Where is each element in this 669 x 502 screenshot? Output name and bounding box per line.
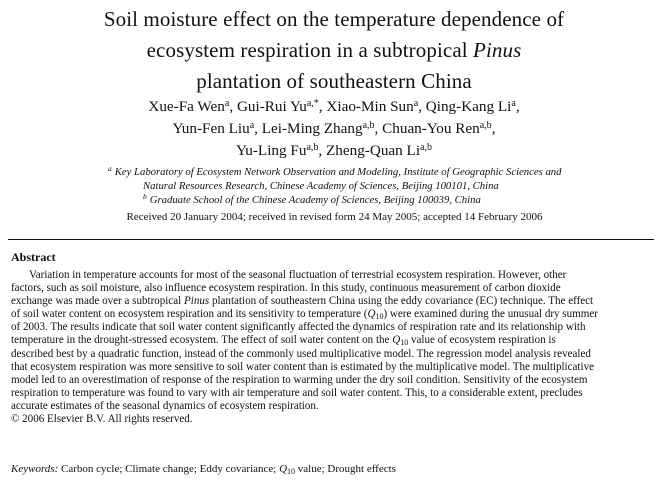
abstract-body: Variation in temperature accounts for mo… (11, 269, 654, 426)
author-list: Xue-Fa Wena, Gui-Rui Yua,*, Xiao-Min Sun… (56, 96, 612, 162)
author-line-2: Yun-Fen Liua, Lei-Ming Zhanga,b, Chuan-Y… (172, 120, 496, 137)
author-line-1: Xue-Fa Wena, Gui-Rui Yua,*, Xiao-Min Sun… (148, 98, 520, 115)
affiliation-a-text: Key Laboratory of Ecosystem Network Obse… (114, 166, 562, 178)
abstract-heading: Abstract (11, 250, 56, 264)
author-affil-marker: a,b (306, 142, 319, 153)
copyright-notice: © 2006 Elsevier B.V. All rights reserved… (11, 413, 193, 426)
affiliation-a-label: a (108, 164, 112, 173)
affiliation-b-text: Graduate School of the Chinese Academy o… (149, 193, 481, 206)
author-name: Yu-Ling Fu (235, 142, 307, 159)
q10-symbol: Q (392, 334, 401, 347)
q10-subscript: 10 (375, 312, 384, 322)
abstract-line: of 2003. The results indicate that soil … (11, 321, 586, 334)
affiliations: a Key Laboratory of Ecosystem Network Obs… (108, 164, 562, 208)
keywords: Keywords: Carbon cycle; Climate change; … (11, 462, 654, 477)
title-line-1: Soil moisture effect on the temperature … (103, 7, 565, 31)
author-name: Xiao-Min Sun (326, 98, 414, 115)
q10-symbol: Q (279, 463, 288, 475)
abstract-line: temperature in the drought-stressed ecos… (11, 334, 654, 347)
keywords-list-end: value; Drought effects (297, 463, 396, 475)
author-name: Zheng-Quan Li (326, 142, 421, 159)
title-line-3: plantation of southeastern China (196, 69, 472, 93)
author-name: Xue-Fa Wen (148, 98, 225, 115)
affiliation-b-line: b Graduate School of the Chinese Academy … (108, 191, 560, 208)
author-name: Qing-Kang Li (425, 98, 512, 115)
author-affil-marker: a,b (420, 142, 432, 153)
author-affil-marker: a,b (479, 120, 492, 131)
abstract-line: described best by a quadratic function, … (11, 347, 591, 360)
author-name: Gui-Rui Yu (236, 98, 307, 115)
abstract-text: temperature in the drought-stressed ecos… (11, 334, 390, 347)
abstract-line: model led to an overestimation of respon… (11, 373, 588, 386)
article-title: Soil moisture effect on the temperature … (44, 4, 624, 97)
affiliation-a-line-2: Natural Resources Research, Chinese Acad… (143, 179, 499, 192)
abstract-line: Variation in temperature accounts for mo… (29, 269, 567, 281)
abstract-line: respiration to temperature was found to … (11, 386, 583, 399)
author-affil-marker: a,b (362, 120, 375, 131)
author-affil-marker: a (224, 98, 230, 109)
keywords-label: Keywords: (11, 463, 59, 475)
author-affil-marker: a (249, 120, 255, 131)
author-affil-marker: a (511, 98, 516, 109)
abstract-line: accurate estimates of the seasonal dynam… (11, 399, 319, 412)
author-name: Yun-Fen Liu (172, 120, 250, 137)
abstract-genus: Pinus (184, 295, 210, 308)
author-affil-marker: a (413, 98, 419, 109)
received-dates: Received 20 January 2004; received in re… (126, 211, 543, 223)
abstract-text: of soil water content on ecosystem respi… (11, 308, 368, 321)
title-genus: Pinus (473, 38, 522, 62)
q10-subscript: 10 (400, 338, 409, 348)
abstract-line: that ecosystem respiration was more sens… (11, 360, 594, 373)
abstract-line: factors, such as soil moisture, also inf… (11, 282, 561, 295)
abstract-line: of soil water content on ecosystem respi… (11, 308, 654, 321)
affiliation-a-line-1: a Key Laboratory of Ecosystem Network Obs… (108, 164, 562, 180)
affiliation-b-label: b (143, 191, 147, 201)
author-affil-marker: a,* (306, 98, 319, 109)
abstract-text: value of ecosystem respiration is (410, 334, 556, 347)
abstract-text: ) were examined during the unusual dry s… (383, 308, 598, 321)
author-name: Lei-Ming Zhang (261, 120, 363, 137)
q10-symbol: Q (367, 308, 376, 321)
title-line-2: ecosystem respiration in a subtropical P… (44, 35, 624, 66)
section-divider (8, 239, 654, 240)
keywords-list: Carbon cycle; Climate change; Eddy covar… (61, 463, 277, 475)
title-line-2-text: ecosystem respiration in a subtropical (146, 38, 468, 62)
author-name: Chuan-You Ren (382, 120, 480, 137)
abstract-text: exchange was made over a subtropical (11, 295, 182, 308)
q10-subscript: 10 (287, 467, 296, 476)
author-line-3: Yu-Ling Fua,b, Zheng-Quan Lia,b (235, 142, 432, 159)
abstract-line: exchange was made over a subtropical Pin… (11, 295, 654, 308)
abstract-text: plantation of southeastern China using t… (211, 295, 594, 308)
